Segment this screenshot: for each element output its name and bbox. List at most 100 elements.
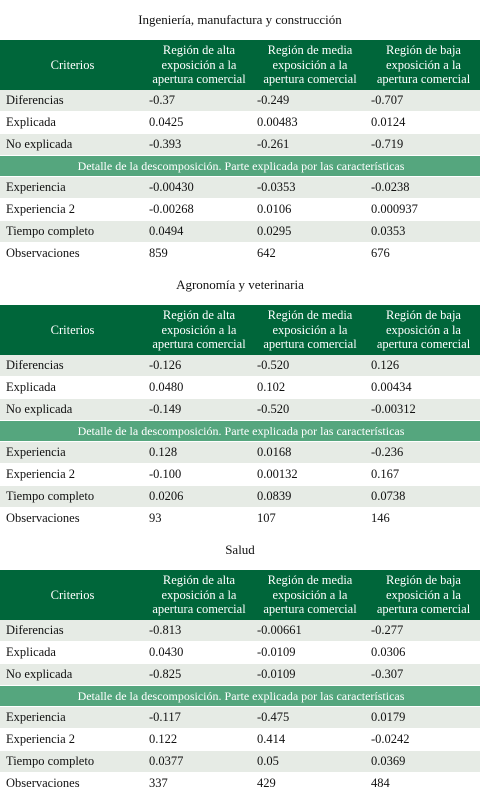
section: Salud Criterios Región de alta exposició… [0,530,480,795]
value-alta: 0.0425 [145,111,253,134]
header-row: Criterios Región de alta exposición a la… [0,570,480,620]
value-media: -0.261 [253,133,367,156]
value-alta: 859 [145,242,253,265]
value-media: -0.00661 [253,620,367,642]
row-label: Experiencia [0,441,145,464]
table-row: Diferencias -0.126 -0.520 0.126 [0,355,480,377]
value-alta: 0.0430 [145,641,253,664]
value-alta: -0.00430 [145,176,253,199]
header-criterios: Criterios [0,570,145,620]
header-baja: Región de baja exposición a la apertura … [367,40,480,90]
value-media: 107 [253,507,367,530]
value-media: -0.249 [253,90,367,112]
row-label: Experiencia 2 [0,728,145,751]
row-label: Diferencias [0,355,145,377]
row-label: Tiempo completo [0,485,145,508]
value-alta: -0.813 [145,620,253,642]
table-row: No explicada -0.393 -0.261 -0.719 [0,133,480,156]
decomposition-table: Criterios Región de alta exposición a la… [0,40,480,265]
header-alta: Región de alta exposición a la apertura … [145,570,253,620]
table-row: Explicada 0.0425 0.00483 0.0124 [0,111,480,134]
row-label: Diferencias [0,90,145,112]
value-media: 0.0168 [253,441,367,464]
row-label: No explicada [0,663,145,686]
row-label: Observaciones [0,242,145,265]
detail-label: Detalle de la descomposición. Parte expl… [0,685,480,707]
value-alta: -0.00268 [145,198,253,221]
value-media: -0.520 [253,355,367,377]
table-row: Tiempo completo 0.0206 0.0839 0.0738 [0,485,480,508]
value-media: -0.0353 [253,176,367,199]
value-baja: -0.719 [367,133,480,156]
decomposition-table: Criterios Región de alta exposición a la… [0,570,480,795]
table-row: Experiencia 2 -0.00268 0.0106 0.000937 [0,198,480,221]
value-baja: -0.0238 [367,176,480,199]
value-alta: -0.393 [145,133,253,156]
row-label: No explicada [0,133,145,156]
value-baja: 0.0369 [367,750,480,773]
value-alta: 0.0494 [145,220,253,243]
table-row: Experiencia 2 -0.100 0.00132 0.167 [0,463,480,486]
header-row: Criterios Región de alta exposición a la… [0,305,480,355]
value-alta: -0.117 [145,706,253,729]
value-media: 642 [253,242,367,265]
table-row: Tiempo completo 0.0494 0.0295 0.0353 [0,220,480,243]
value-baja: -0.00312 [367,398,480,421]
value-baja: 0.0738 [367,485,480,508]
value-baja: 0.0124 [367,111,480,134]
section-title: Agronomía y veterinaria [0,265,480,305]
header-row: Criterios Región de alta exposición a la… [0,40,480,90]
value-baja: 0.000937 [367,198,480,221]
value-baja: 0.00434 [367,376,480,399]
value-alta: -0.100 [145,463,253,486]
row-label: Diferencias [0,620,145,642]
value-alta: -0.37 [145,90,253,112]
table-row: Experiencia -0.117 -0.475 0.0179 [0,706,480,729]
detail-header-row: Detalle de la descomposición. Parte expl… [0,155,480,177]
header-criterios: Criterios [0,40,145,90]
value-alta: 0.0206 [145,485,253,508]
row-label: Experiencia 2 [0,198,145,221]
value-baja: 0.0353 [367,220,480,243]
value-media: 0.0295 [253,220,367,243]
table-row: Tiempo completo 0.0377 0.05 0.0369 [0,750,480,773]
header-media: Región de media exposición a la apertura… [253,305,367,355]
header-criterios: Criterios [0,305,145,355]
value-baja: -0.307 [367,663,480,686]
value-media: 0.00483 [253,111,367,134]
value-baja: 0.0306 [367,641,480,664]
header-baja: Región de baja exposición a la apertura … [367,305,480,355]
section: Ingeniería, manufactura y construcción C… [0,0,480,265]
value-alta: -0.149 [145,398,253,421]
row-label: Explicada [0,111,145,134]
section: Agronomía y veterinaria Criterios Región… [0,265,480,530]
row-label: Observaciones [0,507,145,530]
table-row: Diferencias -0.813 -0.00661 -0.277 [0,620,480,642]
value-alta: 0.128 [145,441,253,464]
detail-label: Detalle de la descomposición. Parte expl… [0,155,480,177]
table-row: Diferencias -0.37 -0.249 -0.707 [0,90,480,112]
section-title: Ingeniería, manufactura y construcción [0,0,480,40]
value-baja: -0.707 [367,90,480,112]
table-row: Experiencia 0.128 0.0168 -0.236 [0,441,480,464]
value-media: 0.05 [253,750,367,773]
header-media: Región de media exposición a la apertura… [253,570,367,620]
row-label: Experiencia [0,706,145,729]
value-alta: 0.0377 [145,750,253,773]
value-media: 429 [253,772,367,795]
detail-header-row: Detalle de la descomposición. Parte expl… [0,420,480,442]
value-alta: 0.0480 [145,376,253,399]
value-baja: 484 [367,772,480,795]
value-baja: -0.0242 [367,728,480,751]
value-media: -0.0109 [253,641,367,664]
table-row: Experiencia -0.00430 -0.0353 -0.0238 [0,176,480,199]
value-media: 0.00132 [253,463,367,486]
value-baja: 0.126 [367,355,480,377]
header-alta: Región de alta exposición a la apertura … [145,40,253,90]
value-alta: 93 [145,507,253,530]
value-alta: -0.126 [145,355,253,377]
value-alta: 0.122 [145,728,253,751]
value-baja: 0.167 [367,463,480,486]
table-row: No explicada -0.825 -0.0109 -0.307 [0,663,480,686]
